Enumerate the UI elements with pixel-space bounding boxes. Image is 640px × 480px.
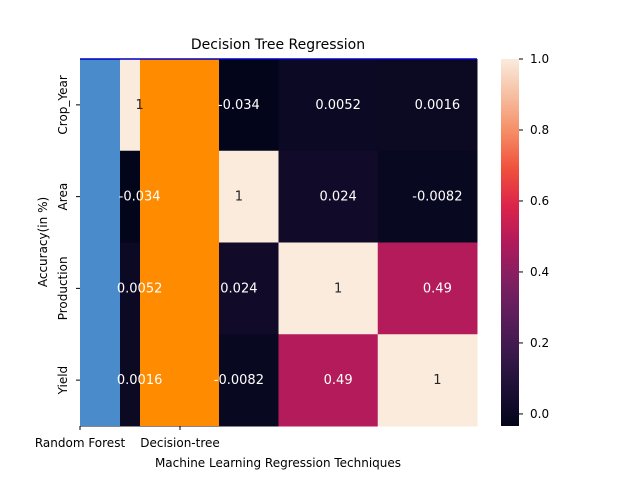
- heatmap-cell: [278, 150, 379, 243]
- cell-value-label: 1: [334, 281, 342, 296]
- cell-value-label: 0.0016: [415, 98, 461, 113]
- y-tick-label: Yield: [56, 366, 70, 396]
- y-tick-label: Crop_Year: [56, 75, 70, 134]
- heatmap-cells: [80, 59, 478, 427]
- bar-overlay: [80, 58, 477, 426]
- colorbar-ramp: [501, 59, 519, 426]
- cell-value-label: 1: [135, 98, 143, 113]
- colorbar-tick-label: 1.0: [530, 52, 549, 66]
- y-axis-label: Accuracy(in %): [36, 197, 50, 287]
- colorbar-tick-label: 0.6: [530, 194, 549, 208]
- cell-value-label: -0.0082: [214, 373, 264, 388]
- colorbar-ticks: 0.0 0.2 0.4 0.6 0.8 1.0: [519, 52, 549, 421]
- cell-value-label: 0.0052: [315, 98, 361, 113]
- cell-annotations: 1 -0.034 0.0052 0.0016 -0.034 1 0.024 -0.0082 0.…: [117, 98, 463, 388]
- cell-value-label: 0.49: [324, 373, 353, 388]
- chart-title: Decision Tree Regression: [191, 37, 365, 53]
- colorbar-tick-label: 0.8: [530, 123, 549, 137]
- cell-value-label: -0.034: [119, 190, 161, 205]
- cell-value-label: 0.0016: [117, 373, 163, 388]
- y-axis: Crop_Year Area Production Yield: [56, 75, 80, 395]
- heatmap-cell: [278, 242, 379, 335]
- colorbar-tick-label: 0.4: [530, 265, 549, 279]
- cell-value-label: -0.0082: [412, 190, 462, 205]
- overlay-bar: [140, 59, 219, 426]
- cell-value-label: 1: [433, 373, 441, 388]
- heatmap-cell: [377, 150, 478, 243]
- cell-value-label: 0.024: [220, 281, 257, 296]
- cell-value-label: 0.0052: [117, 281, 163, 296]
- y-tick-label: Area: [56, 183, 70, 211]
- heatmap-cell: [278, 59, 379, 152]
- x-tick-label: Random Forest: [35, 436, 126, 450]
- cell-value-label: 0.49: [423, 281, 452, 296]
- heatmap-cell: [377, 59, 478, 152]
- heatmap-cell: [278, 334, 379, 427]
- overlay-bar: [80, 59, 120, 426]
- x-axis-label: Machine Learning Regression Techniques: [155, 456, 401, 470]
- x-tick-label: Decision-tree: [140, 436, 220, 450]
- cell-value-label: -0.034: [218, 98, 260, 113]
- y-tick-label: Production: [56, 256, 70, 320]
- x-axis: Random Forest Decision-tree: [35, 426, 220, 450]
- cell-value-label: 0.024: [320, 190, 357, 205]
- cell-value-label: 1: [235, 190, 243, 205]
- colorbar-tick-label: 0.0: [530, 407, 549, 421]
- heatmap-cell: [377, 242, 478, 335]
- colorbar: [501, 59, 519, 426]
- colorbar-tick-label: 0.2: [530, 336, 549, 350]
- heatmap-cell: [377, 334, 478, 427]
